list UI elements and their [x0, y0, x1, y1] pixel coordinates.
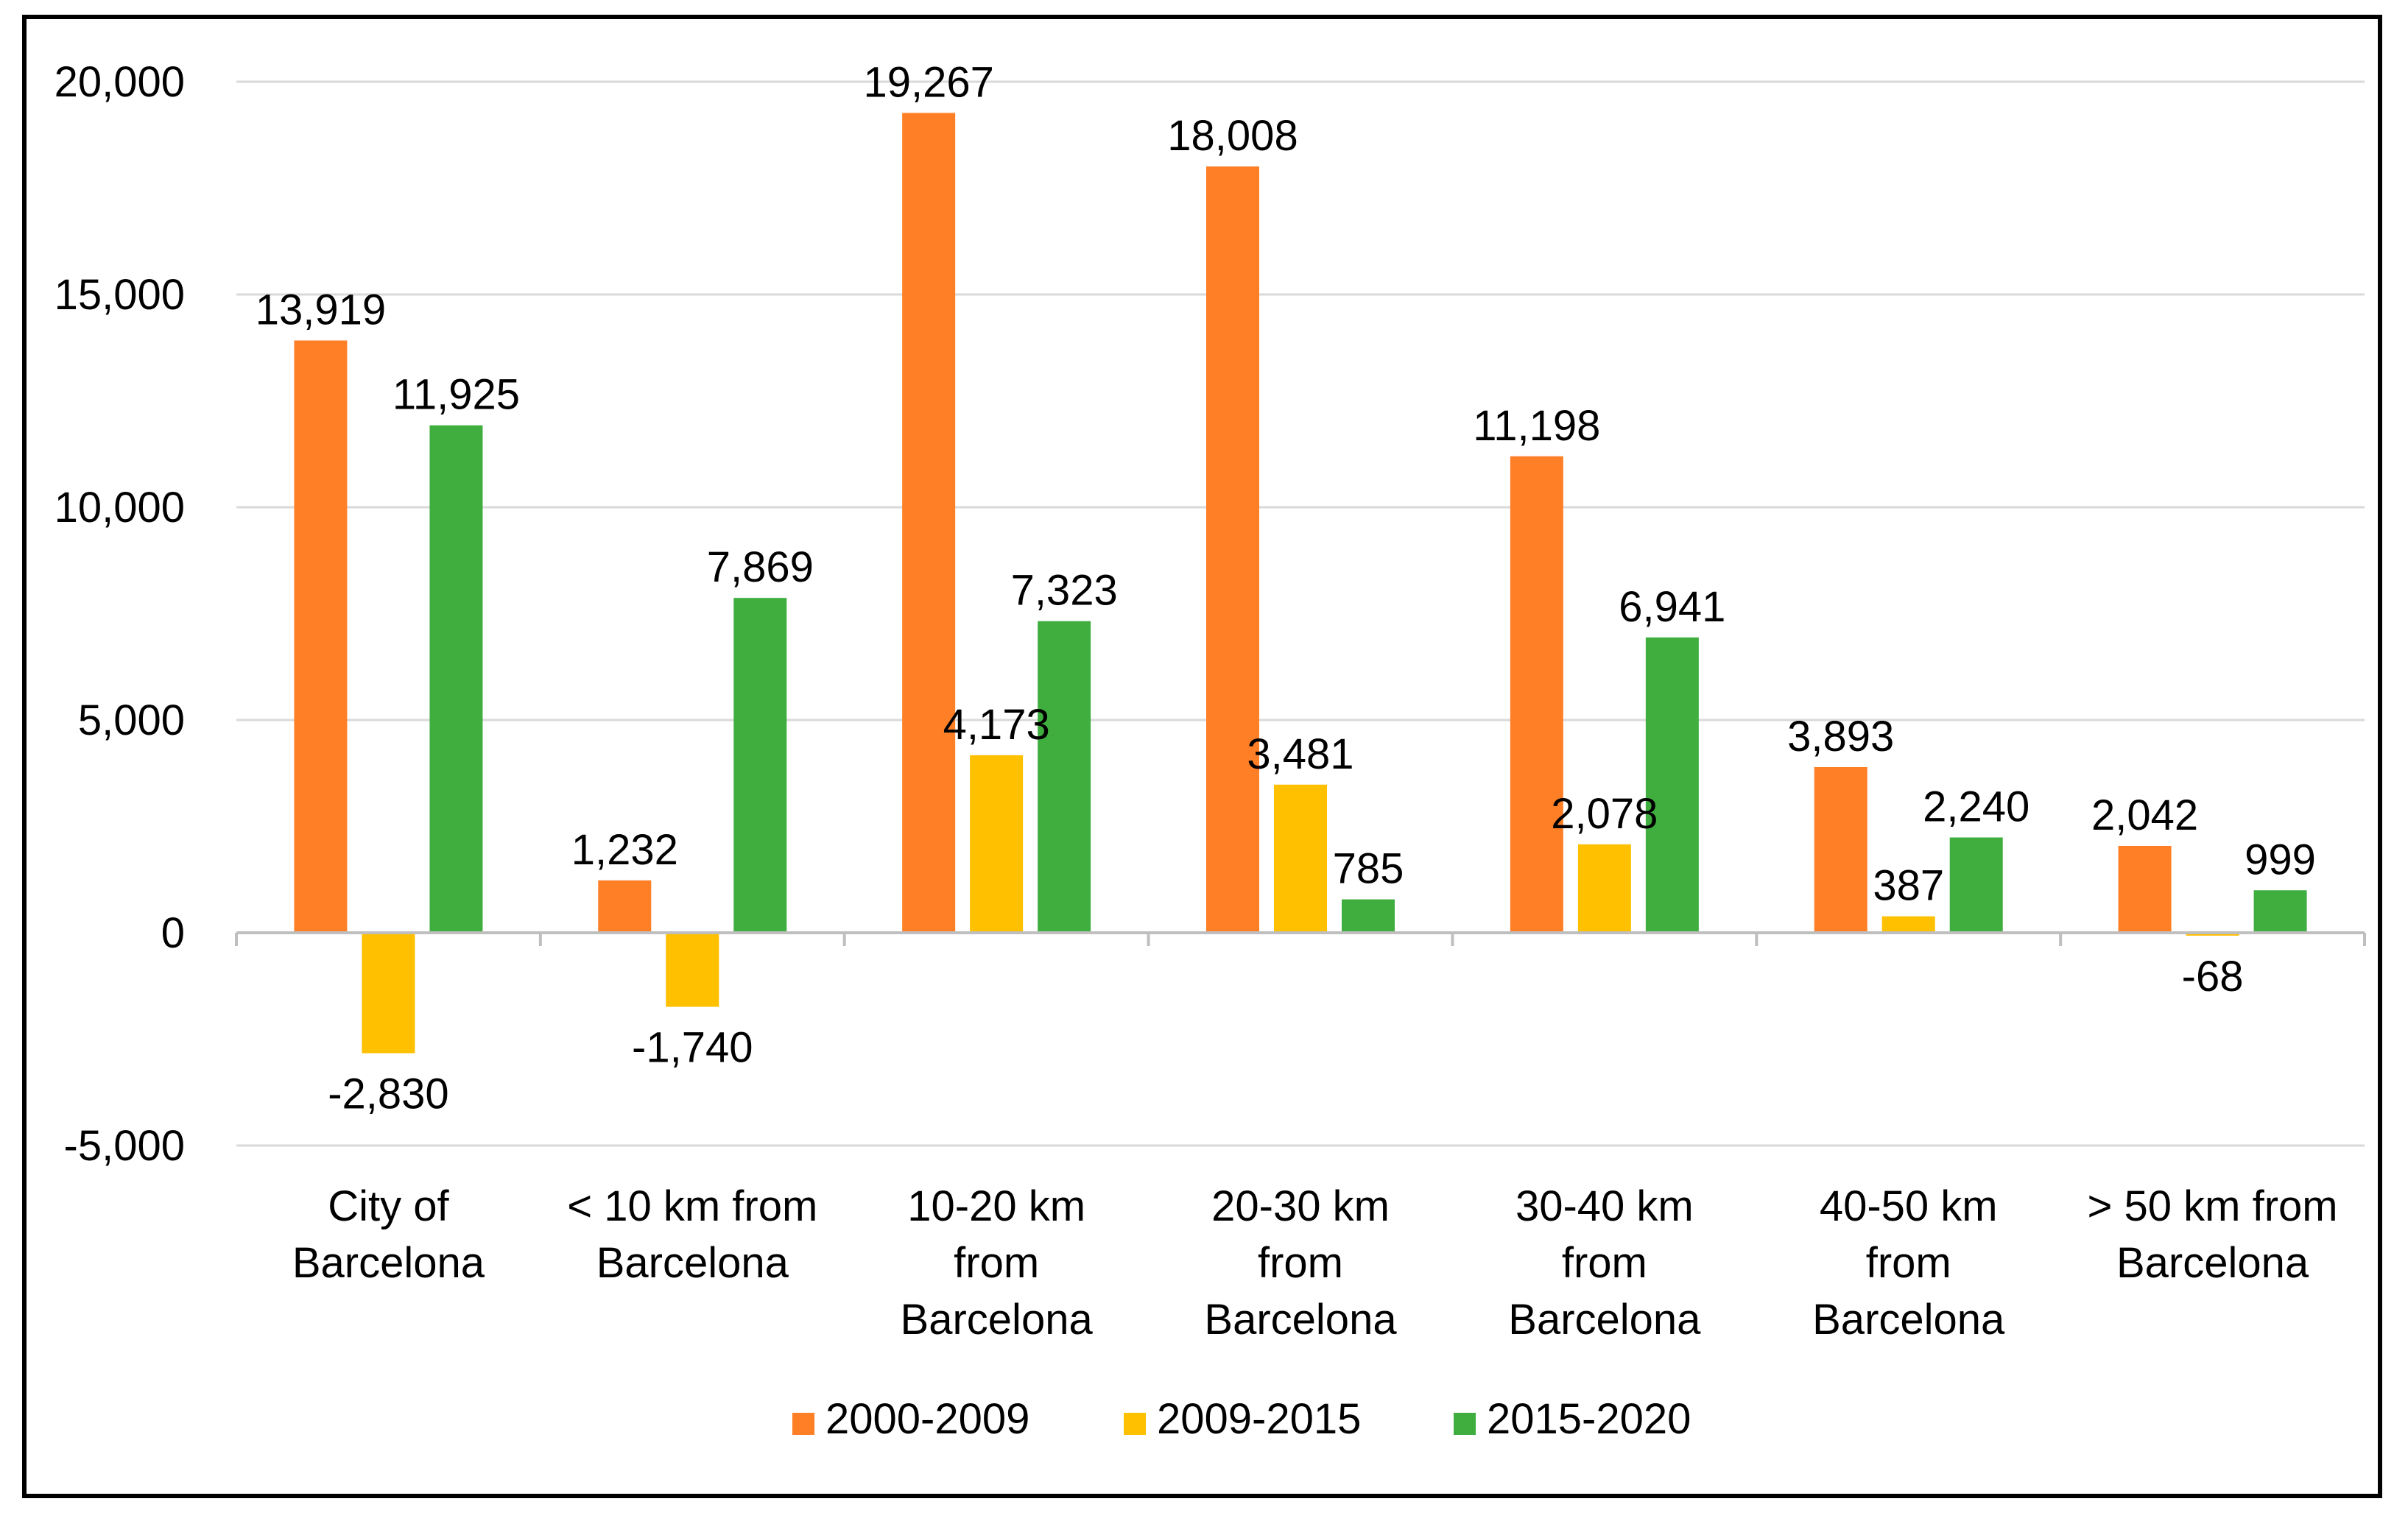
data-label: 7,869 [707, 543, 814, 591]
chart-frame: -5,000 0 5,000 10,000 15,000 20,000 City of Bar… [22, 15, 2382, 1498]
bar [666, 933, 719, 1007]
data-label: 999 [2245, 836, 2316, 883]
x-category-label: 30-40 km from Barcelona [1508, 1182, 1701, 1344]
data-label: 7,323 [1011, 567, 1118, 615]
bar [1814, 766, 1867, 933]
data-label: 2,240 [1923, 783, 2029, 831]
bar-chart: -5,000 0 5,000 10,000 15,000 20,000 City of Bar… [54, 58, 2366, 1443]
y-tick-label: 15,000 [54, 271, 185, 319]
bar [429, 425, 483, 933]
x-category-label: < 10 km from Barcelona [567, 1182, 817, 1287]
legend-label: 2000-2009 [825, 1395, 1029, 1443]
data-label: 4,173 [943, 701, 1050, 749]
bar [2253, 890, 2307, 933]
data-label: 1,232 [571, 826, 678, 874]
y-tick-label: 5,000 [78, 696, 185, 744]
data-label: 11,925 [392, 371, 520, 419]
y-tick-label: 10,000 [54, 484, 185, 532]
x-category-label: City of Barcelona [292, 1182, 485, 1287]
bar [733, 598, 787, 933]
x-category-label: 40-50 km from Barcelona [1812, 1182, 2005, 1344]
data-label: 387 [1873, 862, 1944, 910]
data-label: 3,893 [1787, 713, 1894, 760]
legend-label: 2009-2015 [1157, 1395, 1361, 1443]
data-label: -1,740 [632, 1024, 753, 1072]
data-label: 13,919 [256, 286, 386, 334]
data-label: 11,198 [1473, 402, 1600, 450]
bar [1645, 637, 1699, 933]
bar [902, 113, 956, 933]
y-tick-label: 0 [161, 909, 185, 957]
bar [1206, 166, 1259, 934]
legend-swatch [792, 1413, 814, 1435]
data-label: 2,042 [2091, 791, 2198, 839]
data-label: 18,008 [1167, 112, 1298, 160]
data-label: 6,941 [1619, 583, 1725, 631]
x-category-label: 20-30 km from Barcelona [1204, 1182, 1397, 1344]
bar [1510, 456, 1563, 933]
bar [1881, 916, 1935, 933]
bar [1577, 844, 1631, 933]
x-category-label: 10-20 km from Barcelona [901, 1182, 1094, 1344]
bar [362, 933, 415, 1054]
bar [1038, 621, 1091, 933]
data-label: 3,481 [1247, 730, 1353, 778]
legend-swatch [1124, 1413, 1146, 1435]
data-label: 19,267 [863, 58, 993, 106]
legend-label: 2015-2020 [1487, 1395, 1691, 1443]
bar [970, 755, 1024, 933]
bar [598, 880, 652, 933]
y-tick-label: -5,000 [64, 1122, 185, 1170]
data-label: 2,078 [1551, 790, 1658, 838]
bar [1342, 899, 1395, 933]
data-label: 785 [1333, 845, 1404, 893]
legend-swatch [1454, 1413, 1476, 1435]
y-tick-label: 20,000 [54, 58, 185, 106]
bar [294, 340, 348, 933]
x-category-label: > 50 km from Barcelona [2088, 1182, 2338, 1287]
data-label: -2,830 [328, 1070, 448, 1118]
bar [1949, 837, 2003, 933]
bar [1274, 784, 1327, 933]
data-label: -68 [2182, 953, 2244, 1001]
bar [2118, 845, 2172, 933]
